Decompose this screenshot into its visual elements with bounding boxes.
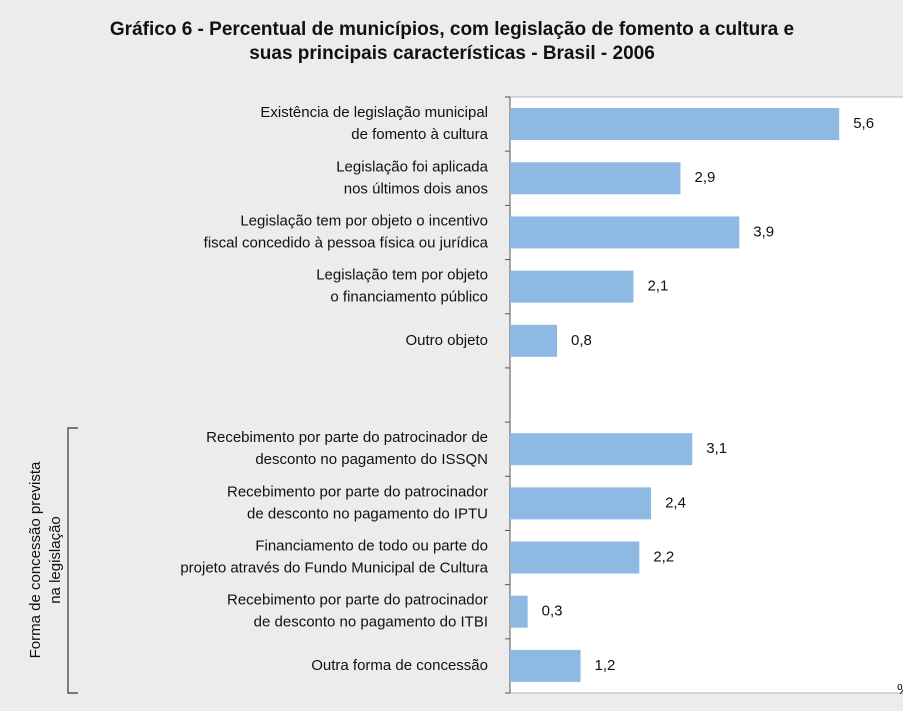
value-label: 2,1 (647, 278, 668, 295)
category-label: Legislação foi aplicada nos últimos dois … (336, 158, 488, 197)
bar (510, 487, 652, 520)
bar (510, 324, 558, 357)
value-label: 2,2 (653, 549, 674, 566)
value-label: 5,6 (853, 115, 874, 132)
value-label: 3,1 (706, 440, 727, 457)
bar (510, 541, 640, 574)
category-label: Financiamento de todo ou parte do projeto… (180, 538, 488, 577)
bar (510, 270, 634, 303)
group-bracket (67, 427, 78, 694)
category-label: Recebimento por parte do patrocinador de … (227, 483, 488, 522)
bar (510, 649, 581, 682)
value-label: 0,8 (571, 332, 592, 349)
category-label: Existência de legislação municipal de fom… (260, 104, 488, 143)
bar (510, 216, 740, 249)
category-label: Outro objeto (405, 332, 488, 349)
plot-area (509, 96, 903, 694)
category-label: Legislação tem por objeto o financiamento… (316, 267, 488, 306)
category-label: Recebimento por parte do patrocinador de … (227, 592, 488, 631)
group-label: Forma de concessão prevista na legislação (27, 461, 64, 658)
value-label: 0,3 (542, 603, 563, 620)
value-label: 2,9 (694, 169, 715, 186)
value-label: 3,9 (753, 223, 774, 240)
bar (510, 162, 681, 195)
chart-title: Gráfico 6 - Percentual de municípios, co… (110, 19, 794, 64)
value-label: 1,2 (595, 657, 616, 674)
value-label: 2,4 (665, 494, 686, 511)
bar (510, 433, 693, 466)
category-label: Outra forma de concessão (311, 657, 488, 674)
bar (510, 595, 528, 628)
bar (510, 108, 840, 141)
category-label: Legislação tem por objeto o incentivo fis… (204, 212, 489, 251)
category-label: Recebimento por parte do patrocinador de… (206, 429, 488, 468)
x-unit: % (897, 681, 903, 698)
